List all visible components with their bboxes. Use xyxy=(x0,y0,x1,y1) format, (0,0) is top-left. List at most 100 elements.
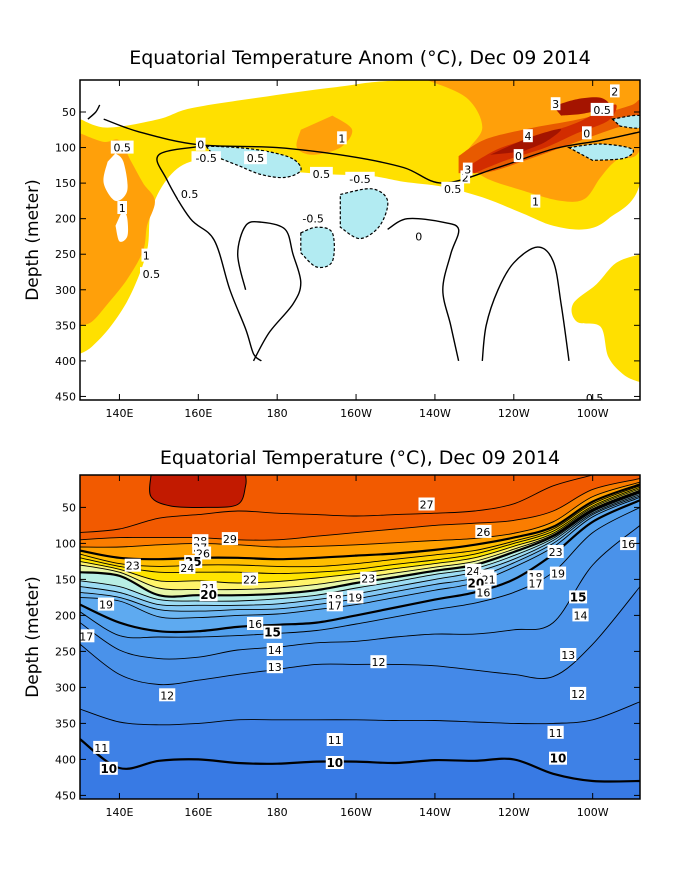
y-tick-label: 200 xyxy=(55,609,76,622)
anomaly-contour-label: 0 xyxy=(583,127,590,140)
temperature-contour-label: 10 xyxy=(326,756,343,770)
warm-pool-region xyxy=(149,475,247,509)
temperature-contour-label-box xyxy=(99,761,118,775)
isotherm-25 xyxy=(80,483,640,561)
zero-contour-4 xyxy=(387,217,460,362)
x-tick-label: 180 xyxy=(267,806,288,819)
anomaly-contour-label-box xyxy=(110,140,134,154)
y-tick-label: 100 xyxy=(55,142,76,155)
temperature-contour-label: 12 xyxy=(571,688,585,701)
y-tick-label: 250 xyxy=(55,645,76,658)
isotherm-22 xyxy=(80,488,640,584)
temperature-contour-label: 14 xyxy=(574,609,588,622)
anomaly-contour-label: 1 xyxy=(338,132,345,145)
anomaly-negative-region-2 xyxy=(339,188,389,240)
anomaly-contour-label-box xyxy=(195,137,206,151)
anomaly-east-region xyxy=(571,254,640,383)
temperature-contour-label-box xyxy=(221,532,238,546)
temperature-contour-label-box xyxy=(569,590,588,604)
temperature-contour-label-box xyxy=(475,585,492,599)
anomaly-contour-label: 4 xyxy=(525,130,532,143)
y-tick-label: 100 xyxy=(55,537,76,550)
anomaly-contour-label-box xyxy=(345,171,375,185)
chart-title: Equatorial Temperature (°C), Dec 09 2014 xyxy=(160,447,560,469)
x-tick-label: 180 xyxy=(267,407,288,420)
anomaly-contour-label-box xyxy=(460,170,471,184)
temperature-contour-label-box xyxy=(475,524,492,538)
temperature-contour-label: 10 xyxy=(100,762,117,776)
y-tick-label: 400 xyxy=(55,753,76,766)
temperature-contour-label-box xyxy=(620,537,637,551)
anomaly-contour-label: 0.5 xyxy=(247,152,265,165)
anomaly-west-gap xyxy=(103,153,128,202)
anomaly-contour-label: 3 xyxy=(464,164,471,177)
temperature-contour-label: 11 xyxy=(549,727,563,740)
temperature-contour-label: 14 xyxy=(268,644,282,657)
temperature-contour-label-box xyxy=(418,497,435,511)
anomaly-contour-label-box xyxy=(337,131,347,145)
temperature-field: 2928272625242322232120181719161514131212… xyxy=(79,475,640,799)
plot-frame xyxy=(79,474,641,800)
y-tick-label: 300 xyxy=(55,284,76,297)
anomaly-negative-region-5 xyxy=(611,114,640,129)
anomaly-contour-label: 0.5 xyxy=(444,183,462,196)
temperature-contour-label: 15 xyxy=(570,590,587,604)
temperature-contour-label-box xyxy=(547,725,564,739)
temperature-contour-label: 22 xyxy=(243,573,257,586)
temperature-contour-label: 16 xyxy=(248,618,262,631)
temperature-contour-label-box xyxy=(465,563,482,577)
temperature-contour-label: 19 xyxy=(348,591,362,604)
temperature-contour-label-box xyxy=(549,751,567,765)
temperature-contour-label-box xyxy=(347,590,364,604)
anomaly-contour-label-box xyxy=(298,211,328,225)
zero-contour-3 xyxy=(236,220,302,362)
temperature-contour-label: 13 xyxy=(268,661,282,674)
plot-frame xyxy=(79,79,641,401)
anomaly-negative-region-3 xyxy=(300,226,335,269)
y-tick-label: 250 xyxy=(55,248,76,261)
anomaly-west-gap-2 xyxy=(115,208,129,242)
temperature-contour-label: 17 xyxy=(79,630,93,643)
temperature-contour-label: 24 xyxy=(180,562,194,575)
anomaly-contour-label: -0.5 xyxy=(195,152,216,165)
anomaly-contour-label-box xyxy=(550,97,561,111)
temperature-contour-label: 27 xyxy=(420,499,434,512)
anomaly-central-region xyxy=(296,115,353,155)
temperature-contour-label: 12 xyxy=(160,689,174,702)
anomaly-contour-label-box xyxy=(582,126,592,140)
anomaly-contour-label: 1 xyxy=(119,202,126,215)
temperature-contour-label-box xyxy=(124,558,141,572)
temperature-contour-label-box xyxy=(360,571,377,585)
anomaly-contour-label-box xyxy=(117,201,127,214)
temperature-chart: 2928272625242322232120181719161514131212… xyxy=(23,447,641,819)
isotherm-16 xyxy=(80,496,640,619)
temperature-contour-label: 19 xyxy=(551,568,565,581)
anomaly-contour-label-box xyxy=(178,186,201,200)
isotherm-23 xyxy=(80,486,640,575)
temperature-contour-label: 20 xyxy=(200,588,217,602)
temperature-contour-label-box xyxy=(326,598,343,612)
temperature-contour-label: 26 xyxy=(476,526,490,539)
temperature-contour-label-box xyxy=(560,648,577,661)
y-tick-label: 150 xyxy=(55,177,76,190)
y-tick-label: 350 xyxy=(55,319,76,332)
temperature-contour-label-box xyxy=(179,560,196,574)
zero-contour-2 xyxy=(156,145,262,362)
temperature-contour-label: 23 xyxy=(549,546,563,559)
temperature-contour-label: 13 xyxy=(561,649,575,662)
temperature-contour-label-box xyxy=(80,629,95,643)
isotherm-13 xyxy=(80,525,640,660)
y-tick-label: 150 xyxy=(55,573,76,586)
anomaly-contour-label: 0 xyxy=(197,139,204,152)
anomaly-contour-label: 0.5 xyxy=(593,104,611,117)
temperature-contour-label-box xyxy=(325,756,344,769)
isotherm-21 xyxy=(80,489,640,591)
y-tick-label: 350 xyxy=(55,717,76,730)
anomaly-contour-label: 0 xyxy=(515,150,522,163)
temperature-contour-label-box xyxy=(199,588,218,602)
anomaly-contour-label-box xyxy=(583,390,606,400)
anomaly-contour-label: 2 xyxy=(462,171,469,184)
temperature-contour-label: 23 xyxy=(361,573,375,586)
